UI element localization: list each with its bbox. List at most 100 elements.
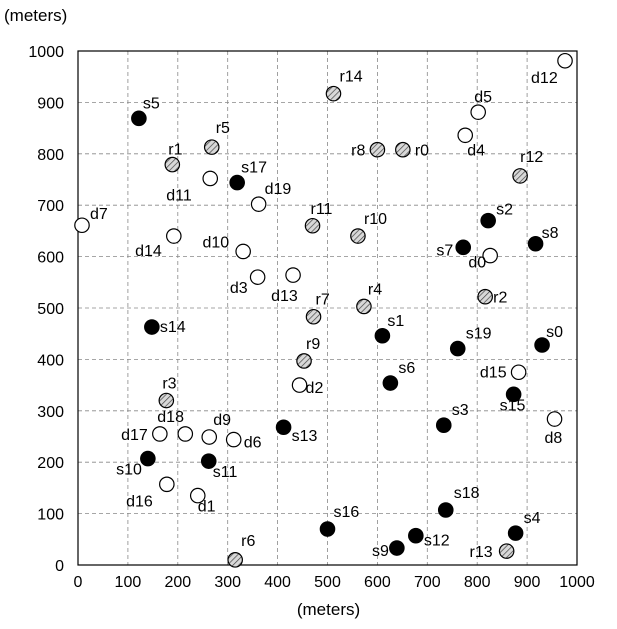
point-s1 xyxy=(374,327,391,344)
point-label-r9: r9 xyxy=(306,336,320,353)
point-label-s3: s3 xyxy=(452,402,469,419)
point-label-s14: s14 xyxy=(160,319,186,336)
point-d3 xyxy=(249,269,266,285)
y-tick-label: 400 xyxy=(37,352,64,369)
x-tick-label: 800 xyxy=(464,574,491,591)
point-s15 xyxy=(505,386,522,403)
point-label-s12: s12 xyxy=(424,533,450,550)
point-s4 xyxy=(507,525,524,541)
x-tick-label: 500 xyxy=(314,574,341,591)
point-label-d7: d7 xyxy=(90,206,108,223)
point-d1 xyxy=(189,487,206,504)
point-label-s7: s7 xyxy=(436,242,453,259)
point-label-s13: s13 xyxy=(292,428,318,445)
point-label-d13: d13 xyxy=(271,288,298,305)
point-s11 xyxy=(200,453,217,469)
point-label-s16: s16 xyxy=(334,504,360,521)
point-r10 xyxy=(350,228,366,244)
point-d7 xyxy=(74,217,90,234)
point-label-d1: d1 xyxy=(198,499,216,516)
point-label-r6: r6 xyxy=(241,533,255,550)
point-r0 xyxy=(395,141,411,158)
point-s3 xyxy=(435,417,452,433)
point-label-r12: r12 xyxy=(520,149,543,166)
point-d4 xyxy=(457,127,474,144)
point-r5 xyxy=(203,139,220,155)
point-label-s8: s8 xyxy=(542,225,559,242)
point-d13 xyxy=(285,267,301,283)
point-label-r0: r0 xyxy=(415,143,429,160)
point-d12 xyxy=(557,52,573,69)
x-tick-label: 900 xyxy=(514,574,541,591)
point-label-r5: r5 xyxy=(216,120,230,137)
point-label-s5: s5 xyxy=(143,95,160,112)
point-label-d18: d18 xyxy=(157,409,184,426)
x-tick-label: 100 xyxy=(115,574,142,591)
point-label-s4: s4 xyxy=(524,510,541,527)
plot-frame xyxy=(77,50,578,566)
point-label-d5: d5 xyxy=(474,89,492,106)
point-label-d3: d3 xyxy=(230,280,248,297)
point-label-r8: r8 xyxy=(351,143,365,160)
point-s6 xyxy=(382,375,399,391)
point-d11 xyxy=(202,170,219,187)
point-label-d9: d9 xyxy=(213,412,231,429)
point-label-d10: d10 xyxy=(202,234,229,251)
x-tick-label: 700 xyxy=(414,574,441,591)
point-label-s15: s15 xyxy=(500,397,526,414)
point-label-r3: r3 xyxy=(162,376,176,393)
y-tick-label: 600 xyxy=(37,250,64,267)
point-s16 xyxy=(319,521,336,537)
point-label-r13: r13 xyxy=(470,544,493,561)
point-s9 xyxy=(389,540,405,556)
y-tick-label: 0 xyxy=(55,558,64,575)
y-tick-label: 200 xyxy=(37,455,64,472)
point-s2 xyxy=(480,212,496,229)
point-label-r4: r4 xyxy=(368,281,382,298)
x-tick-label: 300 xyxy=(214,574,241,591)
x-axis-label-wrap: (meters) xyxy=(0,600,617,620)
y-tick-label: 500 xyxy=(37,301,64,318)
point-r6 xyxy=(227,552,243,568)
point-label-d2: d2 xyxy=(306,380,324,397)
point-label-s10: s10 xyxy=(116,462,142,479)
x-axis-label: (meters) xyxy=(296,600,361,619)
x-tick-label: 0 xyxy=(74,574,83,591)
point-s8 xyxy=(527,235,544,252)
point-label-d8: d8 xyxy=(545,430,563,447)
point-d16 xyxy=(159,476,175,493)
point-label-d17: d17 xyxy=(121,427,148,444)
point-label-d14: d14 xyxy=(135,243,162,260)
point-r4 xyxy=(356,298,372,315)
point-r7 xyxy=(305,308,322,325)
point-s5 xyxy=(131,110,147,127)
point-d15 xyxy=(510,364,527,381)
x-tick-label: 1000 xyxy=(559,574,595,591)
point-label-d12: d12 xyxy=(531,70,558,87)
point-label-s9: s9 xyxy=(372,543,389,560)
y-tick-label: 100 xyxy=(37,507,64,524)
point-s12 xyxy=(408,527,424,544)
y-axis-label: (meters) xyxy=(4,6,68,25)
point-s18 xyxy=(437,502,454,518)
point-r11 xyxy=(304,217,321,234)
point-r8 xyxy=(369,141,386,158)
point-label-r10: r10 xyxy=(364,211,387,228)
point-r3 xyxy=(158,392,175,409)
y-tick-label: 700 xyxy=(37,198,64,215)
point-d0 xyxy=(482,247,498,264)
x-tick-label: 600 xyxy=(364,574,391,591)
point-s7 xyxy=(455,239,472,256)
point-s13 xyxy=(275,419,292,436)
point-r2 xyxy=(477,288,493,305)
point-label-r14: r14 xyxy=(339,69,362,86)
y-tick-label: 300 xyxy=(37,404,64,421)
point-r1 xyxy=(164,156,181,173)
point-s17 xyxy=(229,174,245,191)
point-d2 xyxy=(291,377,308,393)
point-d14 xyxy=(166,228,182,244)
point-label-d15: d15 xyxy=(480,364,507,381)
point-d18 xyxy=(177,426,194,442)
point-d10 xyxy=(235,243,251,260)
